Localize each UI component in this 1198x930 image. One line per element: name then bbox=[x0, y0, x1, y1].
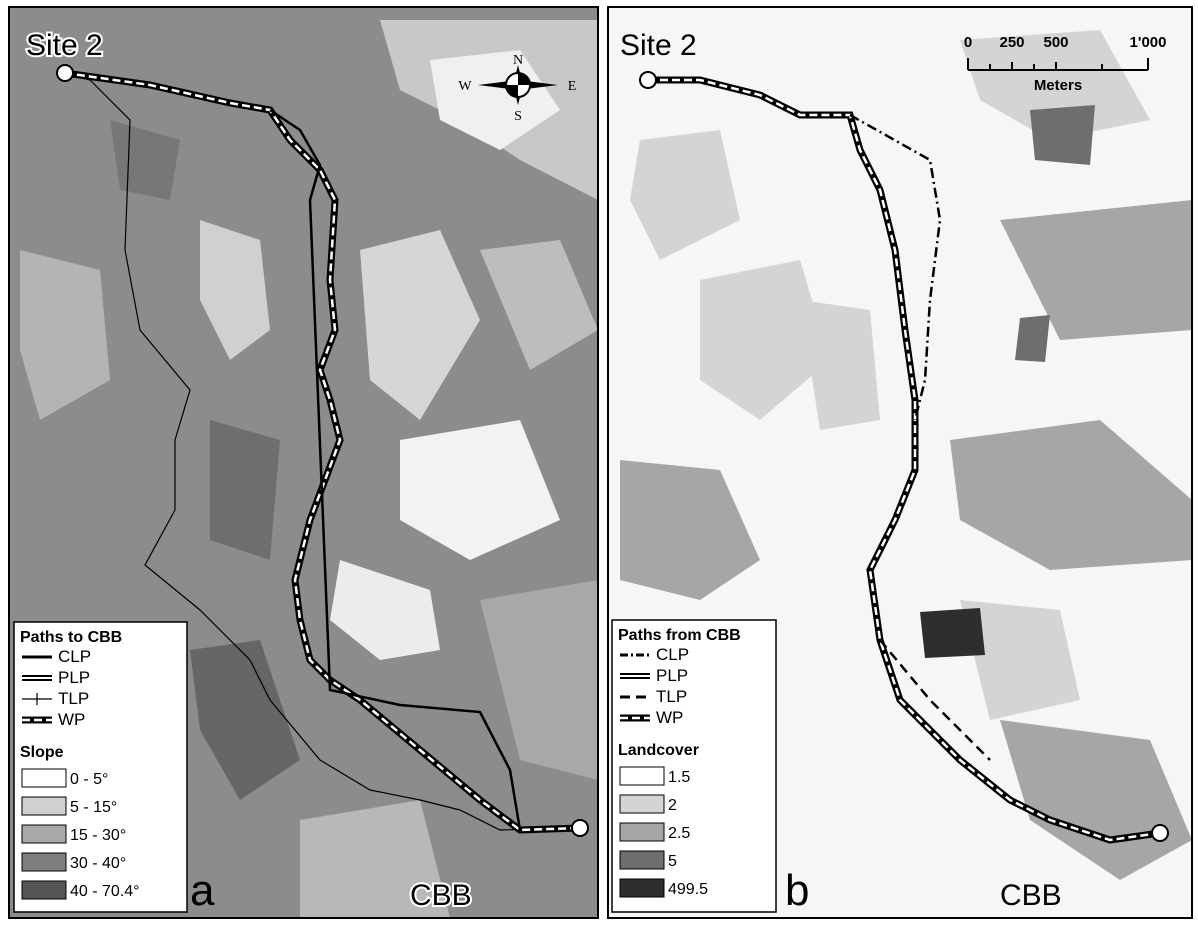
legend-item: CLP bbox=[656, 645, 689, 664]
legend-title: Slope bbox=[20, 744, 64, 761]
legend-swatch bbox=[21, 852, 67, 872]
tlp-path bbox=[879, 639, 991, 761]
end-label: CBB bbox=[410, 879, 472, 912]
legend-swatch bbox=[21, 768, 67, 788]
compass-s: S bbox=[514, 109, 522, 124]
paths bbox=[639, 71, 1169, 844]
compass: N S E W bbox=[458, 53, 576, 124]
legend-item: WP bbox=[656, 708, 683, 727]
cbb-marker bbox=[1151, 824, 1169, 842]
legend-item: 5 bbox=[668, 853, 677, 870]
legend-swatch bbox=[619, 766, 665, 786]
legend-item: PLP bbox=[656, 666, 688, 685]
end-label: CBB bbox=[1000, 879, 1062, 912]
legend-item: 15 - 30° bbox=[70, 827, 126, 844]
paths bbox=[56, 64, 589, 837]
legend-title: Paths from CBB bbox=[618, 627, 741, 644]
panel-letter: a bbox=[190, 866, 215, 915]
legend-item: 40 - 70.4° bbox=[70, 883, 140, 900]
tlp-path bbox=[64, 72, 581, 831]
panel-frame bbox=[8, 6, 599, 919]
compass-w: W bbox=[458, 79, 472, 94]
legend-item: 5 - 15° bbox=[70, 799, 117, 816]
legend-title: Paths to CBB bbox=[20, 629, 122, 646]
plp-path bbox=[648, 78, 1161, 842]
plp-path bbox=[64, 71, 581, 832]
site-label: Site 2 bbox=[620, 29, 697, 62]
legend-item: 2 bbox=[668, 797, 677, 814]
legend-item: PLP bbox=[58, 668, 90, 687]
legend-item: CLP bbox=[58, 647, 91, 666]
scale-label: 500 bbox=[1043, 34, 1068, 51]
legend-item: 30 - 40° bbox=[70, 855, 126, 872]
site-marker bbox=[639, 71, 657, 89]
legend-swatch bbox=[619, 794, 665, 814]
scale-label: 1'000 bbox=[1130, 34, 1167, 51]
legend-swatch bbox=[21, 796, 67, 816]
legend-item: TLP bbox=[58, 689, 89, 708]
scale-bar bbox=[967, 58, 1149, 71]
legend-swatch bbox=[619, 822, 665, 842]
site-label: Site 2 bbox=[26, 29, 103, 62]
panel-frame bbox=[607, 6, 1193, 919]
compass-e: E bbox=[568, 79, 577, 94]
clp-path bbox=[269, 108, 522, 831]
legend-item: TLP bbox=[656, 687, 687, 706]
panel-letter: b bbox=[785, 866, 809, 915]
scale-unit: Meters bbox=[1034, 77, 1082, 94]
legend-swatch bbox=[619, 850, 665, 870]
landcover-map bbox=[608, 7, 1192, 918]
legend-title: Landcover bbox=[618, 742, 699, 759]
legend-item: 1.5 bbox=[668, 769, 690, 786]
legend-item: 2.5 bbox=[668, 825, 690, 842]
scale-label: 0 bbox=[964, 34, 972, 51]
legend-item: WP bbox=[58, 710, 85, 729]
cbb-marker bbox=[571, 819, 589, 837]
legend-swatch bbox=[21, 880, 67, 900]
compass-n: N bbox=[513, 53, 523, 68]
legend-item: 0 - 5° bbox=[70, 771, 108, 788]
clp-path bbox=[849, 113, 942, 421]
legend-swatch bbox=[21, 824, 67, 844]
legend-item: 499.5 bbox=[668, 881, 708, 898]
legend-swatch bbox=[619, 878, 665, 898]
scale-label: 250 bbox=[999, 34, 1024, 51]
site-marker bbox=[56, 64, 74, 82]
